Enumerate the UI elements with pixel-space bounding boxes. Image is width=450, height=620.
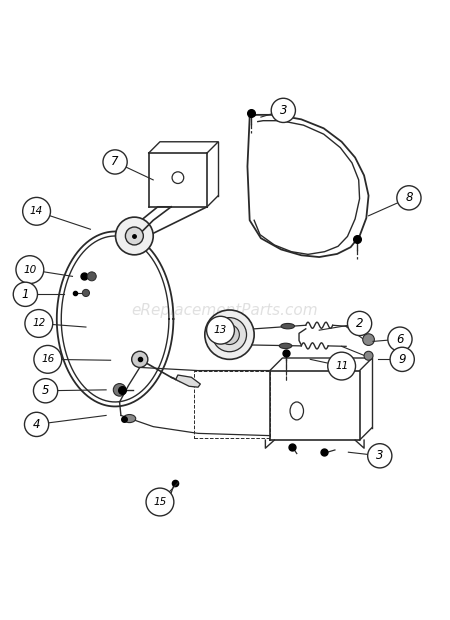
Circle shape — [364, 352, 373, 360]
Circle shape — [207, 316, 234, 344]
Text: 8: 8 — [405, 192, 413, 205]
Text: 15: 15 — [153, 497, 166, 507]
Circle shape — [16, 255, 44, 283]
Text: 10: 10 — [23, 265, 36, 275]
Circle shape — [22, 197, 50, 225]
Circle shape — [205, 310, 254, 360]
Ellipse shape — [123, 415, 136, 423]
Circle shape — [390, 347, 414, 371]
Text: 6: 6 — [396, 333, 404, 346]
Circle shape — [33, 379, 58, 403]
Circle shape — [34, 345, 62, 373]
Circle shape — [132, 352, 148, 368]
Text: 3: 3 — [376, 450, 383, 463]
Text: 7: 7 — [111, 156, 119, 169]
Circle shape — [363, 334, 374, 345]
Text: 14: 14 — [30, 206, 43, 216]
Circle shape — [82, 290, 90, 296]
Circle shape — [13, 282, 37, 306]
Text: 12: 12 — [32, 319, 45, 329]
Circle shape — [226, 331, 233, 339]
Circle shape — [25, 309, 53, 337]
Polygon shape — [176, 375, 200, 387]
Circle shape — [24, 412, 49, 436]
Circle shape — [397, 186, 421, 210]
Circle shape — [87, 272, 96, 281]
Text: 2: 2 — [356, 317, 363, 330]
Circle shape — [116, 217, 153, 255]
Text: 5: 5 — [42, 384, 50, 397]
Ellipse shape — [281, 324, 295, 329]
Text: 4: 4 — [33, 418, 40, 431]
Ellipse shape — [279, 343, 292, 348]
Circle shape — [103, 150, 127, 174]
Circle shape — [388, 327, 412, 352]
Circle shape — [328, 352, 356, 380]
Text: 9: 9 — [398, 353, 406, 366]
Circle shape — [271, 98, 296, 123]
Circle shape — [126, 227, 144, 245]
Text: 16: 16 — [41, 355, 54, 365]
Text: 1: 1 — [22, 288, 29, 301]
Circle shape — [347, 311, 372, 335]
Circle shape — [113, 384, 126, 396]
Circle shape — [146, 488, 174, 516]
Text: eReplacementParts.com: eReplacementParts.com — [132, 303, 318, 317]
Circle shape — [368, 444, 392, 468]
Circle shape — [220, 325, 239, 345]
Text: 11: 11 — [335, 361, 348, 371]
Circle shape — [212, 317, 247, 352]
Text: 13: 13 — [214, 325, 227, 335]
Text: 3: 3 — [279, 104, 287, 117]
